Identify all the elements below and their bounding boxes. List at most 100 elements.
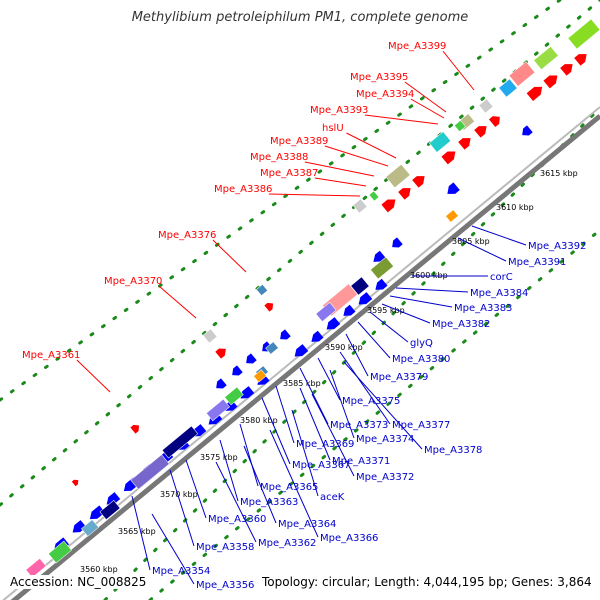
reverse-block-8-body — [350, 276, 370, 296]
forward-gene-10-shape — [560, 64, 573, 76]
reverse-leader-19 — [239, 423, 259, 487]
reverse-block-14 — [265, 341, 279, 355]
reverse-gene-4 — [106, 492, 121, 505]
map-title: Methylibium petroleiphilum PM1, complete… — [131, 10, 469, 25]
reverse-block-5-body — [48, 540, 72, 564]
reverse-block-10 — [370, 256, 394, 280]
outer-forward-gene-1-shape — [215, 348, 226, 359]
forward-block-11 — [454, 120, 466, 132]
forward-leader-7 — [304, 161, 375, 177]
forward-leader-10 — [212, 239, 247, 273]
forward-gene-11 — [574, 54, 587, 66]
outer-reverse-gene-2 — [447, 182, 460, 194]
forward-gene-label-8: Mpe_A3387 — [260, 168, 318, 179]
outer-block-orange-2 — [253, 369, 267, 383]
forward-gene-label-6: Mpe_A3389 — [270, 136, 328, 147]
forward-gene-label-1: Mpe_A3399 — [388, 41, 446, 52]
reverse-block-11-body — [205, 398, 231, 422]
reverse-leader-9 — [345, 333, 369, 377]
reverse-gene-label-5: Mpe_A3383 — [454, 303, 512, 314]
reverse-leader-5 — [389, 295, 453, 308]
reverse-gene-25 — [373, 250, 386, 262]
forward-leader-2 — [404, 81, 447, 113]
forward-gene-1-shape — [381, 199, 396, 213]
reverse-block-1-body — [161, 425, 199, 459]
outer-forward-gene-3-shape — [130, 424, 140, 434]
reverse-leader-16 — [299, 387, 331, 461]
reverse-leader-4 — [395, 287, 469, 293]
forward-gene-6 — [474, 126, 487, 138]
reverse-block-11 — [205, 398, 231, 422]
forward-block-2 — [428, 131, 452, 153]
accession-label: Accession: NC_008825 — [8, 575, 149, 589]
dotted-ring-3 — [0, 0, 562, 402]
reverse-gene-label-3: corC — [490, 272, 513, 283]
reverse-gene-23 — [232, 365, 243, 376]
reverse-block-3 — [99, 500, 121, 520]
reverse-gene-3 — [89, 505, 106, 520]
reverse-leader-24 — [269, 429, 319, 538]
forward-leader-8 — [314, 177, 367, 187]
reverse-gene-label-19: Mpe_A3365 — [260, 482, 318, 493]
reverse-gene-label-17: Mpe_A3367 — [292, 460, 350, 471]
reverse-gene-label-22: Mpe_A3364 — [278, 519, 336, 530]
forward-gene-label-2: Mpe_A3395 — [350, 72, 408, 83]
reverse-block-1 — [161, 425, 199, 459]
forward-block-7-body — [533, 46, 559, 70]
reverse-gene-19 — [375, 278, 388, 290]
outer-reverse-gene-2-shape — [447, 182, 460, 194]
reverse-leader-8 — [357, 321, 391, 359]
scale-tick-label-3: 3570 kbp — [160, 490, 198, 499]
forward-gene-label-4: Mpe_A3393 — [310, 105, 368, 116]
scale-tick-label-6: 3585 kbp — [283, 379, 321, 388]
reverse-gene-label-10: Mpe_A3375 — [342, 396, 400, 407]
forward-block-4 — [478, 98, 494, 114]
reverse-gene-19-shape — [375, 278, 388, 290]
outer-forward-gene-4-shape — [71, 479, 79, 487]
reverse-block-2-body — [130, 454, 170, 490]
dotted-ring-4 — [148, 228, 600, 600]
outer-block-orange-2-body — [253, 369, 267, 383]
reverse-gene-label-28: Mpe_A3356 — [196, 580, 254, 591]
outer-block-orange-1-body — [445, 209, 459, 223]
scale-tick-label-11: 3610 kbp — [496, 203, 534, 212]
reverse-gene-3-shape — [89, 505, 106, 520]
reverse-gene-label-15: Mpe_A3369 — [296, 439, 354, 450]
forward-gene-label-10: Mpe_A3376 — [158, 230, 216, 241]
forward-gene-3-shape — [412, 176, 425, 188]
reverse-gene-label-26: Mpe_A3362 — [258, 538, 316, 549]
reverse-block-6 — [25, 558, 47, 578]
reverse-block-4 — [81, 519, 99, 537]
genome-summary: Topology: circular; Length: 4,044,195 bp… — [260, 575, 594, 589]
outer-block-blue-body — [256, 284, 268, 296]
outer-forward-gene-2-shape — [264, 302, 274, 312]
forward-gene-10 — [560, 64, 573, 76]
forward-leader-6 — [324, 145, 389, 167]
reverse-block-2 — [130, 454, 170, 490]
reverse-leader-27 — [131, 495, 151, 571]
outer-block-orange-1 — [445, 209, 459, 223]
reverse-gene-label-24: Mpe_A3366 — [320, 533, 378, 544]
reverse-leader-11 — [339, 351, 391, 425]
reverse-leader-18 — [311, 393, 355, 477]
outer-forward-gene-2 — [264, 302, 274, 312]
reverse-gene-14-shape — [294, 344, 309, 357]
reverse-gene-23-shape — [232, 365, 243, 376]
forward-gene-2-shape — [398, 188, 411, 200]
forward-gene-2 — [398, 188, 411, 200]
forward-block-1 — [385, 163, 411, 189]
scale-tick-label-10: 3605 kbp — [452, 237, 490, 246]
reverse-gene-14 — [294, 344, 309, 357]
reverse-gene-18 — [358, 292, 373, 305]
reverse-block-9 — [315, 302, 337, 322]
scale-tick-label-7: 3590 kbp — [325, 343, 363, 352]
reverse-gene-15-shape — [311, 330, 324, 342]
forward-leader-5 — [346, 132, 397, 159]
reverse-block-9-body — [315, 302, 337, 322]
reverse-gene-17-shape — [343, 304, 356, 316]
reverse-block-8 — [350, 276, 370, 296]
reverse-gene-17 — [343, 304, 356, 316]
reverse-block-5 — [48, 540, 72, 564]
scale-tick-label-8: 3595 kbp — [367, 306, 405, 315]
